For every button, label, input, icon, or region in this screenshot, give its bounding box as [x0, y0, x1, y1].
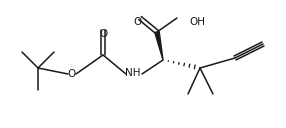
Text: O: O	[134, 17, 142, 27]
Text: OH: OH	[189, 17, 205, 27]
Text: O: O	[99, 29, 107, 39]
Text: O: O	[68, 69, 76, 79]
Text: NH: NH	[125, 68, 141, 78]
Polygon shape	[155, 31, 163, 60]
